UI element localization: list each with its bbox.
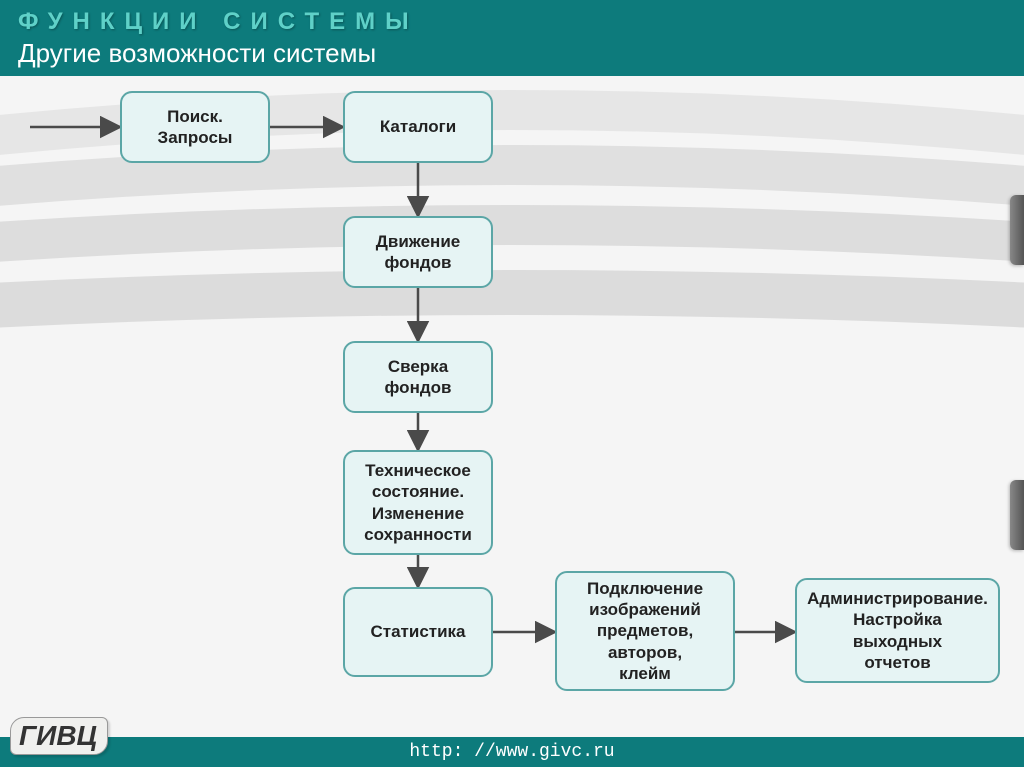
- flowchart-node-n8: Администрирование.Настройкавыходныхотчет…: [795, 578, 1000, 683]
- page-title: ФУНКЦИИ СИСТЕМЫ: [18, 8, 1006, 36]
- flowchart-node-n5: Техническоесостояние.Изменениесохранност…: [343, 450, 493, 555]
- logo: ГИВЦ: [10, 717, 108, 755]
- flowchart-node-n1: Поиск.Запросы: [120, 91, 270, 163]
- page-subtitle: Другие возможности системы: [18, 38, 1006, 69]
- flowchart-node-n4: Сверкафондов: [343, 341, 493, 413]
- header: ФУНКЦИИ СИСТЕМЫ Другие возможности систе…: [0, 0, 1024, 76]
- flowchart-node-n6: Статистика: [343, 587, 493, 677]
- flowchart-node-n2: Каталоги: [343, 91, 493, 163]
- edge-tab-bottom: [1010, 480, 1024, 550]
- edge-tab-top: [1010, 195, 1024, 265]
- footer-url: http: //www.givc.ru: [0, 737, 1024, 767]
- flowchart-node-n3: Движениефондов: [343, 216, 493, 288]
- flowchart-node-n7: Подключениеизображенийпредметов,авторов,…: [555, 571, 735, 691]
- flowchart: Поиск.Запросы Каталоги Движениефондов Сверк…: [0, 76, 1024, 736]
